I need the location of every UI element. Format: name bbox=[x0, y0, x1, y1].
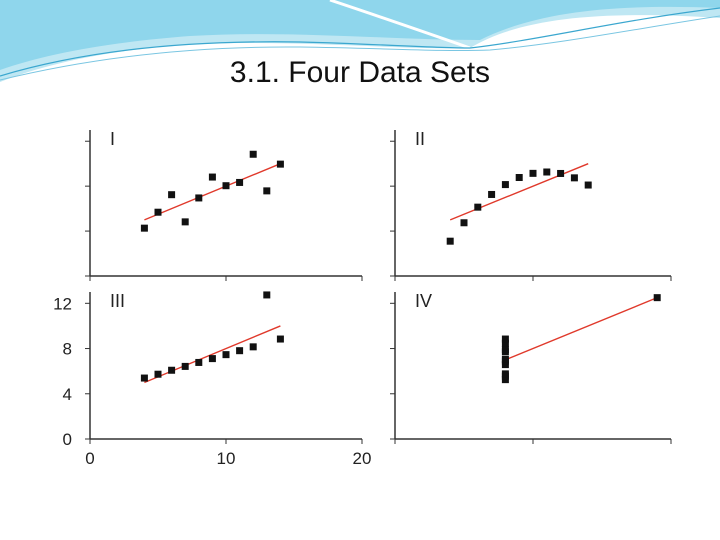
x-tick-label: 0 bbox=[85, 449, 94, 468]
title-banner-decoration bbox=[0, 0, 720, 82]
data-point bbox=[222, 182, 230, 190]
slide-title: 3.1. Four Data Sets bbox=[229, 56, 491, 89]
data-point bbox=[168, 191, 176, 199]
x-tick-label: 20 bbox=[353, 449, 372, 468]
panel-label: I bbox=[110, 129, 115, 149]
data-point bbox=[263, 291, 271, 299]
data-point bbox=[276, 335, 284, 343]
data-point bbox=[501, 361, 509, 369]
data-point bbox=[570, 174, 578, 182]
y-tick-label: 0 bbox=[63, 430, 72, 449]
panel-label: III bbox=[110, 291, 125, 311]
panel-label: IV bbox=[415, 291, 432, 311]
x-tick-label: 10 bbox=[217, 449, 236, 468]
regression-line bbox=[144, 163, 281, 221]
data-point bbox=[557, 169, 565, 177]
regression-line bbox=[449, 163, 589, 221]
data-point bbox=[653, 294, 661, 302]
y-tick-label: 4 bbox=[63, 385, 72, 404]
panel-4: IV bbox=[390, 291, 672, 444]
data-point bbox=[584, 181, 592, 189]
data-point bbox=[208, 355, 216, 363]
data-point bbox=[208, 173, 216, 181]
panel-2: II bbox=[390, 129, 672, 281]
panel-3: III bbox=[85, 291, 363, 444]
data-point bbox=[474, 203, 482, 211]
regression-line bbox=[144, 325, 281, 384]
data-point bbox=[249, 150, 257, 158]
data-point bbox=[529, 169, 537, 177]
data-point bbox=[249, 343, 257, 351]
data-point bbox=[222, 351, 230, 359]
data-point bbox=[181, 362, 189, 370]
data-point bbox=[154, 208, 162, 216]
data-point bbox=[195, 194, 203, 202]
data-point bbox=[236, 347, 244, 355]
y-tick-label: 8 bbox=[63, 340, 72, 359]
data-point bbox=[263, 187, 271, 195]
panel-1: I bbox=[85, 129, 363, 281]
data-point bbox=[446, 237, 454, 245]
data-point bbox=[501, 346, 509, 354]
data-point bbox=[501, 370, 509, 378]
data-point bbox=[501, 335, 509, 343]
data-point bbox=[460, 219, 468, 227]
data-point bbox=[515, 174, 523, 182]
data-point bbox=[195, 358, 203, 366]
data-point bbox=[168, 366, 176, 374]
data-point bbox=[154, 370, 162, 378]
data-point bbox=[488, 190, 496, 198]
data-point bbox=[140, 374, 148, 382]
data-point bbox=[181, 218, 189, 226]
data-point bbox=[501, 181, 509, 189]
panel-label: II bbox=[415, 129, 425, 149]
data-point bbox=[501, 355, 509, 363]
data-point bbox=[501, 376, 509, 384]
data-point bbox=[276, 160, 284, 168]
data-point bbox=[543, 168, 551, 176]
regression-line bbox=[505, 297, 658, 361]
y-tick-label: 12 bbox=[53, 294, 72, 313]
data-point bbox=[140, 224, 148, 232]
data-point bbox=[236, 178, 244, 186]
data-point bbox=[501, 339, 509, 347]
